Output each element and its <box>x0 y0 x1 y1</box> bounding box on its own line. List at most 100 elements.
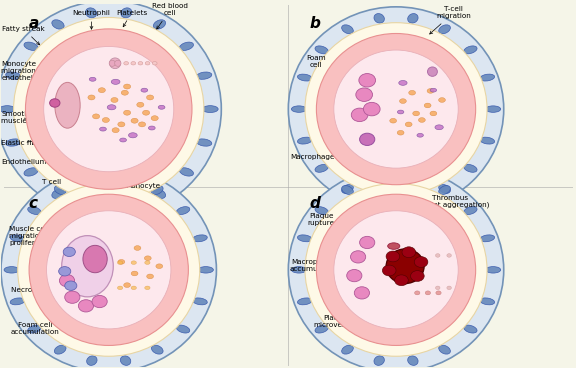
Ellipse shape <box>18 183 200 356</box>
Ellipse shape <box>435 286 440 290</box>
Ellipse shape <box>359 236 375 249</box>
Ellipse shape <box>315 207 328 215</box>
Text: Monocyte
migration across
endothelium: Monocyte migration across endothelium <box>1 61 62 89</box>
Ellipse shape <box>86 174 97 184</box>
Ellipse shape <box>151 345 163 354</box>
Ellipse shape <box>109 60 115 66</box>
Ellipse shape <box>86 201 97 210</box>
Ellipse shape <box>480 137 495 144</box>
Ellipse shape <box>145 256 151 261</box>
Ellipse shape <box>52 189 64 198</box>
Ellipse shape <box>54 345 66 354</box>
Ellipse shape <box>109 58 120 68</box>
Ellipse shape <box>480 235 495 242</box>
Ellipse shape <box>464 325 477 333</box>
Ellipse shape <box>424 103 431 108</box>
Ellipse shape <box>415 291 420 295</box>
Ellipse shape <box>145 286 150 290</box>
Ellipse shape <box>47 211 171 329</box>
Ellipse shape <box>351 108 368 121</box>
Ellipse shape <box>24 168 38 176</box>
Ellipse shape <box>291 266 306 273</box>
Ellipse shape <box>6 72 21 79</box>
Ellipse shape <box>289 7 504 211</box>
Ellipse shape <box>359 133 375 145</box>
Ellipse shape <box>0 1 221 217</box>
Ellipse shape <box>408 356 418 365</box>
Ellipse shape <box>118 286 123 290</box>
Ellipse shape <box>316 194 476 346</box>
Ellipse shape <box>107 105 116 110</box>
Ellipse shape <box>10 298 25 305</box>
Ellipse shape <box>427 67 437 76</box>
Ellipse shape <box>92 296 107 308</box>
Ellipse shape <box>297 74 312 81</box>
Ellipse shape <box>145 261 150 265</box>
Ellipse shape <box>121 90 128 95</box>
Ellipse shape <box>65 291 80 303</box>
Ellipse shape <box>121 201 132 210</box>
Ellipse shape <box>315 325 328 333</box>
Ellipse shape <box>198 266 213 273</box>
Ellipse shape <box>439 185 450 194</box>
Ellipse shape <box>0 106 15 113</box>
Ellipse shape <box>152 61 157 65</box>
Ellipse shape <box>86 356 97 365</box>
Text: Necrotic core: Necrotic core <box>11 282 82 293</box>
Ellipse shape <box>397 130 404 135</box>
Ellipse shape <box>486 106 501 112</box>
Ellipse shape <box>28 207 41 215</box>
Text: Macrophage: Macrophage <box>290 146 347 160</box>
Ellipse shape <box>436 291 441 295</box>
Ellipse shape <box>124 61 128 65</box>
Ellipse shape <box>180 42 194 50</box>
Ellipse shape <box>10 235 25 242</box>
Ellipse shape <box>141 88 147 92</box>
Ellipse shape <box>123 110 131 115</box>
Ellipse shape <box>6 139 21 146</box>
Ellipse shape <box>297 137 312 144</box>
Ellipse shape <box>382 265 396 276</box>
Ellipse shape <box>50 99 60 107</box>
Ellipse shape <box>55 82 80 128</box>
Ellipse shape <box>29 194 188 346</box>
Ellipse shape <box>176 207 190 215</box>
Ellipse shape <box>390 118 396 123</box>
Ellipse shape <box>439 184 450 193</box>
Ellipse shape <box>438 98 445 102</box>
Text: Endothelium: Endothelium <box>1 155 53 165</box>
Text: d: d <box>310 197 321 211</box>
Ellipse shape <box>149 126 155 130</box>
Ellipse shape <box>342 345 353 354</box>
Ellipse shape <box>413 111 419 116</box>
Ellipse shape <box>297 298 312 305</box>
Ellipse shape <box>435 254 440 257</box>
Ellipse shape <box>88 95 95 100</box>
Ellipse shape <box>145 61 150 65</box>
Ellipse shape <box>25 29 192 189</box>
Ellipse shape <box>439 345 450 354</box>
Ellipse shape <box>65 281 77 290</box>
Ellipse shape <box>359 74 376 87</box>
Ellipse shape <box>156 264 162 269</box>
Ellipse shape <box>138 61 143 65</box>
Ellipse shape <box>363 102 380 116</box>
Ellipse shape <box>411 270 424 282</box>
Ellipse shape <box>427 89 434 93</box>
Ellipse shape <box>128 133 137 138</box>
Ellipse shape <box>400 99 406 103</box>
Ellipse shape <box>180 168 194 176</box>
Ellipse shape <box>356 88 373 102</box>
Ellipse shape <box>374 356 384 365</box>
Ellipse shape <box>131 118 138 123</box>
Ellipse shape <box>120 174 131 184</box>
Ellipse shape <box>334 211 458 329</box>
Ellipse shape <box>151 185 163 194</box>
Ellipse shape <box>134 246 141 250</box>
Ellipse shape <box>408 174 418 184</box>
Ellipse shape <box>408 14 418 23</box>
Ellipse shape <box>111 79 120 84</box>
Ellipse shape <box>118 261 123 265</box>
Ellipse shape <box>124 283 131 287</box>
Text: Monocyte: Monocyte <box>126 166 161 190</box>
